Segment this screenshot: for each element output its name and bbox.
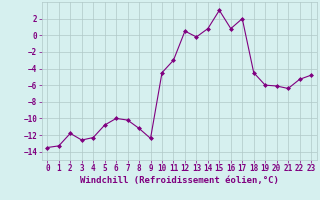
X-axis label: Windchill (Refroidissement éolien,°C): Windchill (Refroidissement éolien,°C) bbox=[80, 176, 279, 185]
